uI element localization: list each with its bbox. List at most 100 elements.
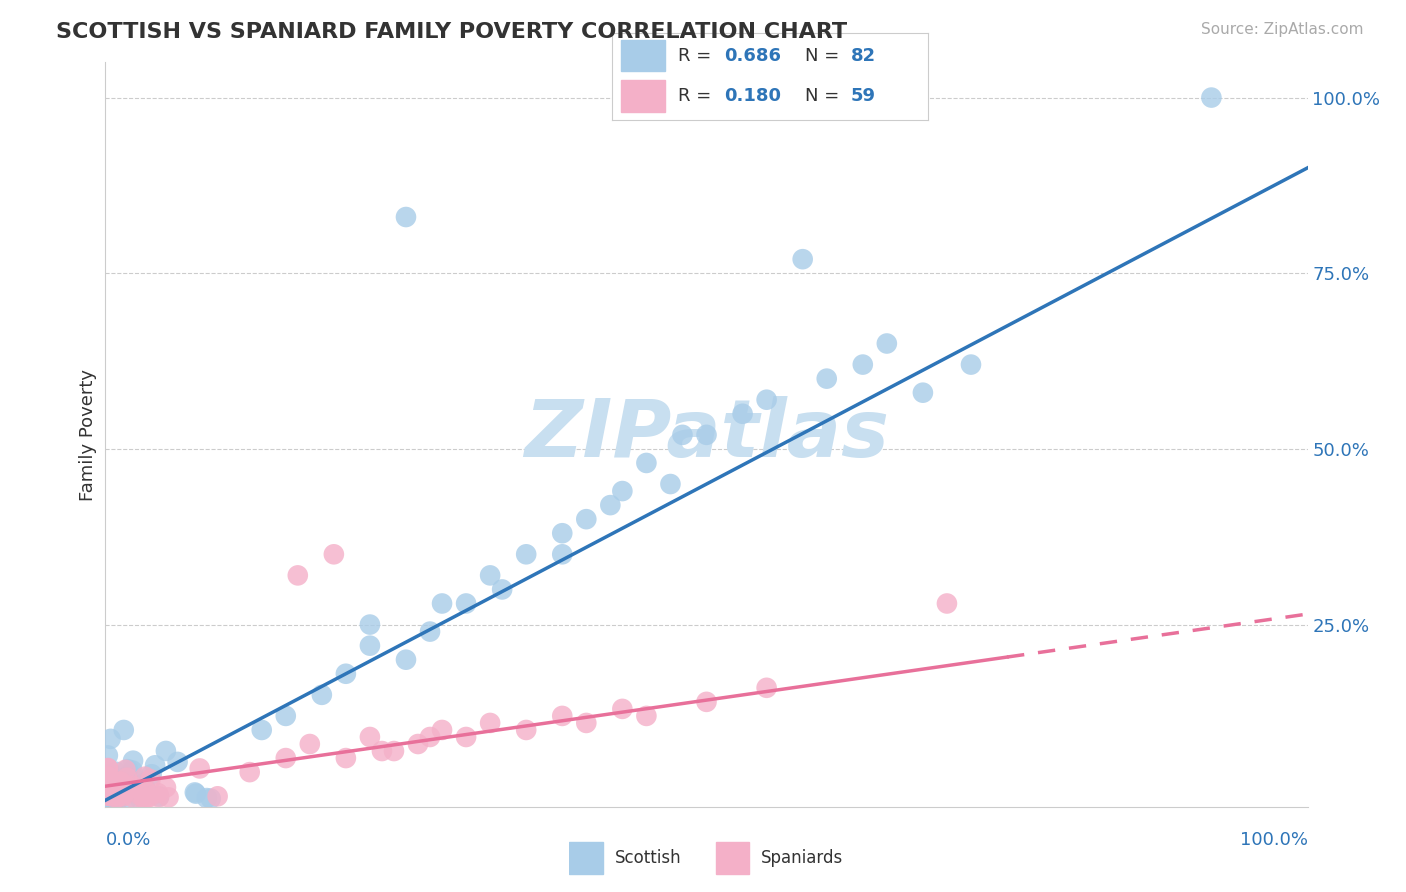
Point <box>138 790 160 805</box>
Text: Scottish: Scottish <box>614 849 681 867</box>
Point <box>105 776 128 790</box>
Point <box>132 792 155 806</box>
Point <box>108 792 131 806</box>
Point <box>100 789 122 804</box>
Point <box>454 730 477 744</box>
Point <box>155 744 177 758</box>
Point <box>122 790 145 805</box>
Point <box>97 769 120 783</box>
Bar <box>621 40 665 71</box>
Point <box>112 787 135 801</box>
Point <box>575 512 598 526</box>
Point <box>207 789 229 804</box>
Point <box>599 498 621 512</box>
Point <box>335 666 357 681</box>
Point <box>911 385 934 400</box>
Point <box>659 477 682 491</box>
Point <box>382 744 405 758</box>
Point <box>97 748 120 763</box>
Point <box>97 789 120 803</box>
Point <box>104 788 127 802</box>
Point <box>454 597 477 611</box>
Point <box>97 772 120 786</box>
Point <box>97 789 120 803</box>
Text: ZIPatlas: ZIPatlas <box>524 396 889 474</box>
Text: R =: R = <box>678 87 717 105</box>
Point <box>128 789 150 803</box>
Point <box>636 709 658 723</box>
Point <box>696 428 718 442</box>
Point <box>100 731 122 746</box>
Point <box>97 778 120 792</box>
Point <box>575 715 598 730</box>
Point <box>671 428 693 442</box>
Point <box>97 761 120 775</box>
Point <box>143 758 166 772</box>
Point <box>395 653 418 667</box>
Point <box>250 723 273 737</box>
Point <box>184 787 207 801</box>
Text: 82: 82 <box>851 46 876 65</box>
Point <box>322 547 344 561</box>
Point <box>551 526 574 541</box>
Point <box>298 737 321 751</box>
Point <box>200 791 222 805</box>
Point <box>105 790 128 805</box>
Point <box>114 763 136 777</box>
Point <box>359 639 381 653</box>
Point <box>105 781 128 796</box>
Point <box>184 785 207 799</box>
Point <box>148 790 170 805</box>
Point <box>406 737 429 751</box>
Point <box>479 568 502 582</box>
Point <box>166 755 188 769</box>
Point <box>287 568 309 582</box>
Point <box>139 772 162 787</box>
Point <box>359 730 381 744</box>
Point <box>97 775 120 789</box>
Point <box>852 358 875 372</box>
Point <box>122 754 145 768</box>
Point <box>121 779 143 793</box>
Text: 59: 59 <box>851 87 876 105</box>
Point <box>419 624 441 639</box>
Point <box>936 597 959 611</box>
Bar <box>716 842 749 874</box>
Point <box>97 780 120 795</box>
Text: Source: ZipAtlas.com: Source: ZipAtlas.com <box>1201 22 1364 37</box>
Point <box>311 688 333 702</box>
Point <box>97 786 120 800</box>
Point <box>103 782 125 797</box>
Point <box>134 783 156 797</box>
Point <box>105 788 128 802</box>
Point <box>1201 90 1223 104</box>
Point <box>100 784 122 798</box>
Point <box>141 767 163 781</box>
Point <box>129 792 152 806</box>
Point <box>108 788 131 802</box>
Point <box>419 730 441 744</box>
Point <box>696 695 718 709</box>
Point <box>195 791 218 805</box>
Point <box>115 770 138 784</box>
Point <box>111 789 134 804</box>
Point <box>359 617 381 632</box>
Point <box>120 781 142 796</box>
Point <box>274 709 297 723</box>
Text: 0.180: 0.180 <box>724 87 780 105</box>
Text: 0.686: 0.686 <box>724 46 780 65</box>
Point <box>731 407 754 421</box>
Point <box>97 792 120 806</box>
Point <box>97 767 120 781</box>
Y-axis label: Family Poverty: Family Poverty <box>79 369 97 500</box>
Point <box>122 780 145 794</box>
Point <box>491 582 513 597</box>
Text: SCOTTISH VS SPANIARD FAMILY POVERTY CORRELATION CHART: SCOTTISH VS SPANIARD FAMILY POVERTY CORR… <box>56 22 848 42</box>
Point <box>112 723 135 737</box>
Text: Spaniards: Spaniards <box>761 849 842 867</box>
Point <box>105 788 128 802</box>
Point <box>612 484 634 499</box>
Point <box>100 767 122 781</box>
Point <box>755 392 778 407</box>
Point <box>815 371 838 385</box>
